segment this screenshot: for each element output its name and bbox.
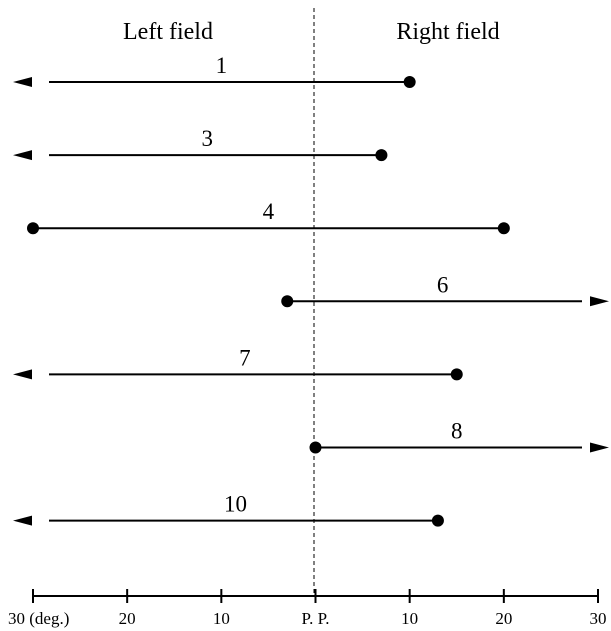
range-rows: 1 3 4 6 7 8 10 [13, 53, 609, 527]
row-label: 6 [437, 272, 449, 297]
range-start-dot [375, 149, 388, 162]
range-arrowhead [13, 515, 32, 526]
range-arrowhead [590, 296, 609, 307]
range-start-dot [403, 76, 416, 88]
range-end-dot [497, 222, 510, 235]
range-start-dot [27, 222, 39, 235]
row-label: 7 [239, 345, 251, 370]
x-tick-label: 30 [590, 609, 607, 628]
range-arrowhead [590, 442, 609, 453]
row-label: 3 [201, 126, 213, 151]
row-label: 1 [216, 53, 228, 78]
x-tick-label: 20 [495, 609, 512, 628]
x-tick-label: 20 [119, 609, 136, 628]
range-start-dot [309, 441, 322, 454]
x-tick-label: 10 [401, 609, 418, 628]
row-label: 8 [451, 419, 463, 444]
range-start-dot [450, 368, 463, 381]
left-field-label: Left field [123, 19, 213, 45]
row-label: 4 [263, 199, 275, 224]
right-field-label: Right field [396, 19, 499, 45]
range-arrowhead [13, 369, 32, 380]
row-label: 10 [224, 492, 247, 517]
range-arrowhead [13, 77, 32, 87]
x-tick-label: P. P. [302, 609, 330, 628]
x-axis-ticks: 30 (deg.) 20 10 P. P. 10 20 30 [8, 589, 607, 628]
range-start-dot [281, 295, 294, 308]
x-tick-label: 10 [213, 609, 230, 628]
range-arrowhead [13, 150, 32, 161]
x-tick-label: 30 (deg.) [8, 609, 69, 628]
range-start-dot [431, 514, 444, 527]
